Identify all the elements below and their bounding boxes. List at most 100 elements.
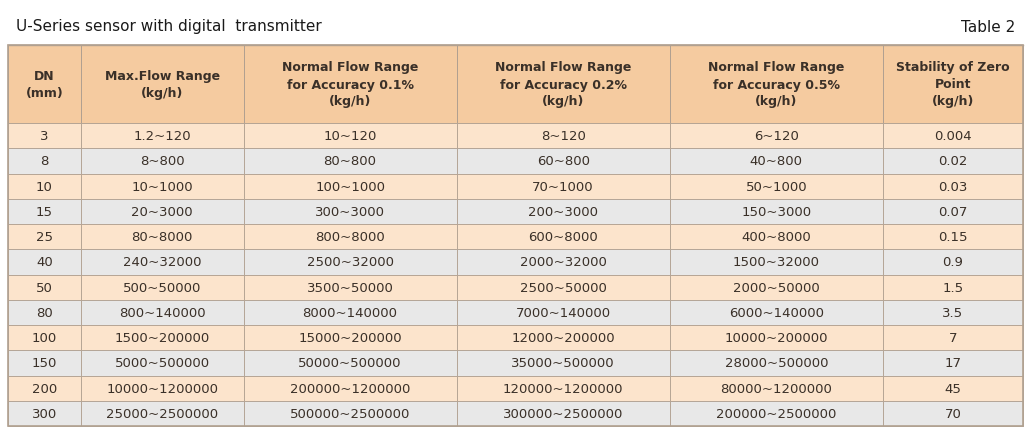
Bar	[670, 46, 883, 124]
Bar	[457, 325, 670, 350]
Text: 12000~200000: 12000~200000	[511, 332, 614, 344]
Text: 8~120: 8~120	[540, 130, 586, 143]
Text: 15: 15	[36, 205, 53, 218]
Text: 800~8000: 800~8000	[315, 230, 385, 243]
Bar	[670, 124, 883, 149]
Bar	[457, 275, 670, 300]
Bar	[457, 149, 670, 174]
Bar	[8, 401, 80, 426]
Bar	[80, 300, 243, 325]
Text: Max.Flow Range
(kg/h): Max.Flow Range (kg/h)	[105, 70, 220, 100]
Text: 200000~1200000: 200000~1200000	[290, 382, 410, 395]
Bar	[243, 300, 457, 325]
Bar	[243, 325, 457, 350]
Bar	[80, 224, 243, 250]
Text: 28000~500000: 28000~500000	[725, 357, 828, 369]
Bar	[8, 199, 80, 224]
Bar	[8, 124, 80, 149]
Bar	[80, 350, 243, 376]
Bar	[8, 325, 80, 350]
Bar	[457, 250, 670, 275]
Text: 1.5: 1.5	[942, 281, 963, 294]
Text: 3.5: 3.5	[942, 306, 963, 319]
Text: Normal Flow Range
for Accuracy 0.1%
(kg/h): Normal Flow Range for Accuracy 0.1% (kg/…	[281, 61, 419, 108]
Text: 25000~2500000: 25000~2500000	[106, 407, 219, 420]
Text: 0.02: 0.02	[938, 155, 967, 168]
Text: 50~1000: 50~1000	[745, 180, 807, 193]
Bar	[8, 46, 80, 124]
Text: 300: 300	[32, 407, 57, 420]
Text: 3: 3	[40, 130, 48, 143]
Text: 80: 80	[36, 306, 53, 319]
Text: 600~8000: 600~8000	[528, 230, 598, 243]
Bar	[243, 250, 457, 275]
Bar	[243, 350, 457, 376]
Text: Table 2: Table 2	[961, 20, 1015, 34]
Text: 500~50000: 500~50000	[123, 281, 201, 294]
Bar	[80, 199, 243, 224]
Bar	[80, 401, 243, 426]
Text: 80000~1200000: 80000~1200000	[721, 382, 832, 395]
Text: 40: 40	[36, 256, 53, 269]
Text: 45: 45	[944, 382, 961, 395]
Text: 8~800: 8~800	[140, 155, 185, 168]
Text: 60~800: 60~800	[537, 155, 590, 168]
Bar	[243, 275, 457, 300]
Bar	[243, 199, 457, 224]
Bar	[670, 325, 883, 350]
Bar	[670, 174, 883, 199]
Bar	[457, 376, 670, 401]
Text: 80~8000: 80~8000	[132, 230, 193, 243]
Bar	[457, 46, 670, 124]
Text: 50000~500000: 50000~500000	[298, 357, 402, 369]
Text: 240~32000: 240~32000	[123, 256, 201, 269]
Bar	[883, 401, 1023, 426]
Bar	[243, 401, 457, 426]
Text: 17: 17	[944, 357, 961, 369]
Text: 300000~2500000: 300000~2500000	[503, 407, 624, 420]
Text: 8: 8	[40, 155, 48, 168]
Bar	[8, 224, 80, 250]
Text: 10000~1200000: 10000~1200000	[106, 382, 219, 395]
Text: Stability of Zero
Point
(kg/h): Stability of Zero Point (kg/h)	[896, 61, 1009, 108]
Text: 15000~200000: 15000~200000	[298, 332, 402, 344]
Bar	[243, 124, 457, 149]
Bar	[457, 199, 670, 224]
Text: 35000~500000: 35000~500000	[511, 357, 614, 369]
Text: 1500~200000: 1500~200000	[114, 332, 210, 344]
Bar	[243, 224, 457, 250]
Text: 200: 200	[32, 382, 57, 395]
Text: 25: 25	[36, 230, 53, 243]
Text: 2500~50000: 2500~50000	[520, 281, 606, 294]
Bar	[457, 401, 670, 426]
Bar	[243, 174, 457, 199]
Bar	[8, 376, 80, 401]
Bar	[80, 46, 243, 124]
Text: 80~800: 80~800	[324, 155, 376, 168]
Text: 10~1000: 10~1000	[131, 180, 193, 193]
Text: 10: 10	[36, 180, 53, 193]
Bar	[670, 401, 883, 426]
Text: 0.004: 0.004	[934, 130, 971, 143]
Bar	[670, 275, 883, 300]
Text: 150~3000: 150~3000	[741, 205, 811, 218]
Bar	[80, 275, 243, 300]
Bar	[883, 149, 1023, 174]
Text: 0.15: 0.15	[938, 230, 968, 243]
Text: 50: 50	[36, 281, 53, 294]
Bar	[80, 250, 243, 275]
Bar	[8, 300, 80, 325]
Text: 150: 150	[32, 357, 57, 369]
Bar	[883, 224, 1023, 250]
Text: 100~1000: 100~1000	[315, 180, 385, 193]
Text: 10~120: 10~120	[324, 130, 376, 143]
Text: 10000~200000: 10000~200000	[725, 332, 828, 344]
Text: 0.07: 0.07	[938, 205, 967, 218]
Text: 70~1000: 70~1000	[532, 180, 594, 193]
Text: 2000~32000: 2000~32000	[520, 256, 606, 269]
Text: DN
(mm): DN (mm)	[26, 70, 63, 100]
Text: 3500~50000: 3500~50000	[306, 281, 394, 294]
Bar	[883, 174, 1023, 199]
Text: 500000~2500000: 500000~2500000	[290, 407, 410, 420]
Text: 0.03: 0.03	[938, 180, 967, 193]
